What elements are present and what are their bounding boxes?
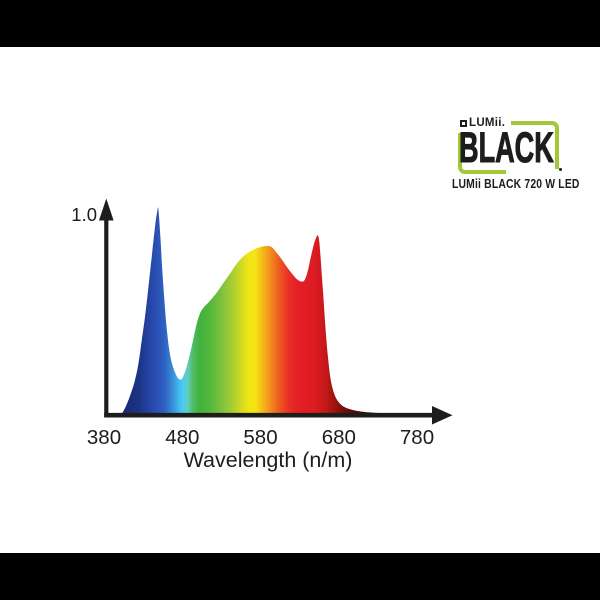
- y-axis-arrowhead-icon: [99, 198, 114, 221]
- x-axis-tick-label: 580: [243, 426, 277, 449]
- logo-bracket-top-right-icon: [511, 121, 559, 169]
- x-axis-tick-label: 780: [400, 426, 434, 449]
- y-axis-max-label: 1.0: [71, 204, 97, 225]
- lumii-black-logo: LUMii. BLACK LUMii BLACK 720 W LED: [452, 116, 587, 198]
- logo-subtitle: LUMii BLACK 720 W LED: [452, 176, 580, 191]
- x-axis-arrowhead-icon: [432, 406, 453, 425]
- letterbox-top-bar: [0, 0, 600, 47]
- logo-brand-row: LUMii.: [460, 117, 506, 130]
- x-axis-tick-label: 480: [165, 426, 199, 449]
- lumii-square-icon: [460, 120, 467, 128]
- x-axis-title: Wavelength (n/m): [184, 448, 353, 472]
- logo-trademark-dot-icon: [559, 168, 562, 171]
- x-axis-tick-labels: 380 480 580 680 780: [87, 426, 434, 449]
- x-axis-tick-label: 680: [322, 426, 356, 449]
- logo-product-name: BLACK: [459, 123, 555, 172]
- letterbox-bottom-bar: [0, 553, 600, 600]
- spectrum-curve: [119, 207, 431, 418]
- x-axis-tick-label: 380: [87, 426, 121, 449]
- logo-brand-text: LUMii.: [469, 117, 506, 129]
- logo-bracket-bottom-left-icon: [458, 133, 506, 174]
